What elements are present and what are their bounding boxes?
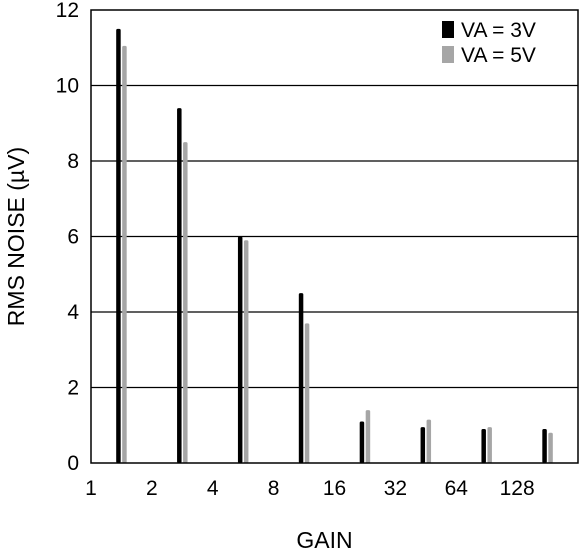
x-tick-label: 16	[323, 477, 346, 500]
bar-va3v-gain-2	[177, 108, 182, 464]
bar-va3v-gain-128	[542, 429, 547, 463]
y-tick-labels: 0 2 4 6 8 10 12	[56, 0, 80, 475]
legend-label: VA = 5V	[461, 44, 536, 67]
bar-va5v-gain-2	[183, 142, 188, 463]
bar-va5v-gain-8	[304, 323, 310, 463]
y-axis-title: RMS NOISE (µV)	[3, 147, 29, 326]
x-tick-label: 8	[268, 477, 280, 500]
y-tick-label: 2	[67, 377, 79, 400]
bar-va3v-gain-32	[420, 427, 426, 463]
x-tick-label: 128	[500, 477, 535, 500]
bar-va5v-gain-16	[365, 410, 371, 463]
x-tick-label: 4	[207, 477, 219, 500]
y-tick-label: 4	[67, 301, 79, 324]
legend-swatch-va3v	[442, 21, 454, 38]
y-tick-label: 12	[56, 0, 79, 22]
bars	[116, 28, 553, 464]
bar-va3v-gain-16	[359, 421, 365, 463]
x-tick-label: 32	[384, 477, 407, 500]
bar-va5v-gain-64	[487, 427, 492, 463]
grid-lines	[91, 84, 578, 389]
bar-va3v-gain-64	[481, 429, 486, 463]
y-tick-label: 0	[67, 452, 79, 475]
y-tick-label: 6	[67, 226, 79, 249]
bar-va3v-gain-4	[237, 236, 243, 463]
x-axis-title: GAIN	[296, 527, 352, 551]
legend-label: VA = 3V	[461, 19, 536, 42]
y-tick-label: 8	[67, 150, 79, 173]
x-tick-label: 2	[146, 477, 158, 500]
x-tick-labels: 1 2 4 8 16 32 64 128	[85, 477, 534, 500]
bar-va5v-gain-1	[122, 45, 127, 464]
bar-va5v-gain-4	[243, 240, 249, 463]
bar-va3v-gain-1	[116, 28, 121, 463]
bar-va5v-gain-32	[426, 419, 432, 463]
bar-va3v-gain-8	[298, 293, 304, 463]
x-tick-label: 1	[85, 477, 97, 500]
y-tick-label: 10	[56, 75, 79, 98]
legend-swatch-va5v	[442, 46, 454, 63]
plot-area-frame	[90, 9, 579, 464]
bar-va5v-gain-128	[548, 432, 553, 463]
x-tick-label: 64	[445, 477, 469, 500]
